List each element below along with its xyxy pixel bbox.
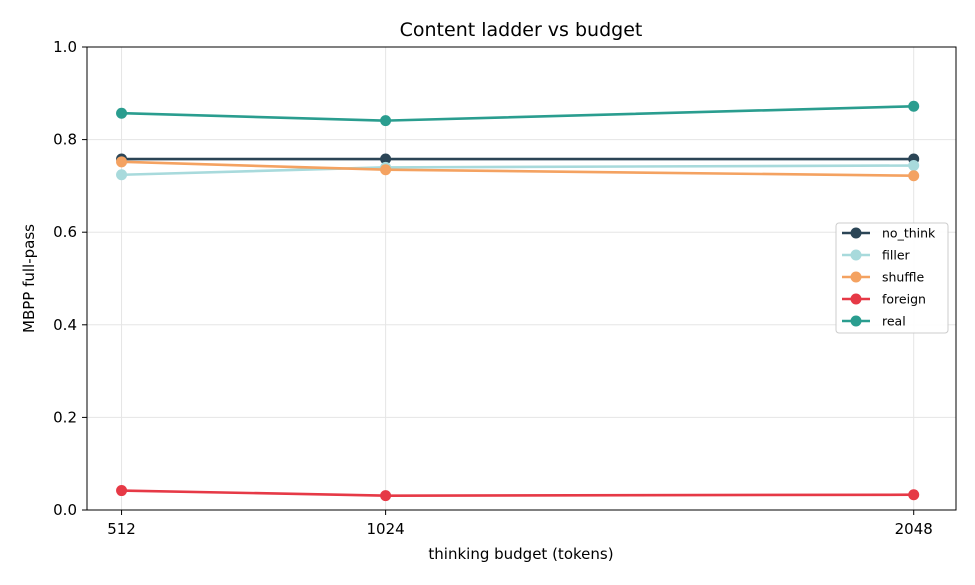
series-line: [121, 104, 914, 122]
x-axis-label: thinking budget (tokens): [428, 545, 613, 563]
chart-title: Content ladder vs budget: [400, 19, 643, 41]
legend-box: [835, 222, 949, 334]
y-tick-label: 0.8: [53, 131, 77, 149]
legend-label: no_think: [882, 226, 936, 241]
data-point: [116, 156, 128, 168]
legend-entry-filler: filler: [842, 248, 911, 263]
ticks: 512 1024 2048 0.0 0.2 0.4 0.6 0.8 1.0: [53, 38, 933, 538]
legend-marker: [850, 227, 862, 239]
data-point: [908, 100, 920, 112]
data-point: [380, 164, 392, 176]
legend-marker: [850, 271, 862, 283]
legend-entry-real: real: [842, 314, 906, 329]
data-point: [380, 115, 392, 127]
data-point: [380, 490, 392, 502]
data-point: [908, 160, 920, 172]
series-real: [116, 100, 920, 127]
plot-frame: [86, 46, 957, 511]
legend-marker: [850, 293, 862, 305]
y-tick-label: 0.0: [53, 501, 77, 519]
legend-entry-foreign: foreign: [842, 292, 926, 307]
legend-entry-shuffle: shuffle: [842, 270, 924, 285]
legend-label: filler: [882, 248, 911, 263]
legend-label: foreign: [882, 292, 926, 307]
series-layer: [116, 100, 920, 502]
data-point: [908, 170, 920, 182]
data-point: [380, 153, 392, 165]
y-tick-label: 0.6: [53, 223, 77, 241]
data-point: [116, 485, 128, 497]
y-tick-label: 1.0: [53, 38, 77, 56]
data-point: [116, 107, 128, 119]
legend-marker: [850, 249, 862, 261]
series-no_think: [116, 153, 920, 165]
y-tick-label: 0.4: [53, 316, 77, 334]
legend-label: real: [882, 314, 906, 329]
series-shuffle: [116, 156, 920, 182]
data-point: [908, 489, 920, 501]
series-line: [121, 489, 914, 497]
y-tick-label: 0.2: [53, 408, 77, 426]
x-tick-label: 2048: [895, 520, 933, 538]
legend-label: shuffle: [882, 270, 924, 285]
series-line: [121, 160, 914, 178]
legend-entry-no_think: no_think: [842, 226, 936, 241]
x-tick-label: 512: [107, 520, 136, 538]
y-axis-label: MBPP full-pass: [20, 224, 38, 333]
legend-marker: [850, 315, 862, 327]
series-foreign: [116, 485, 920, 502]
data-point: [116, 169, 128, 181]
x-tick-label: 1024: [367, 520, 405, 538]
